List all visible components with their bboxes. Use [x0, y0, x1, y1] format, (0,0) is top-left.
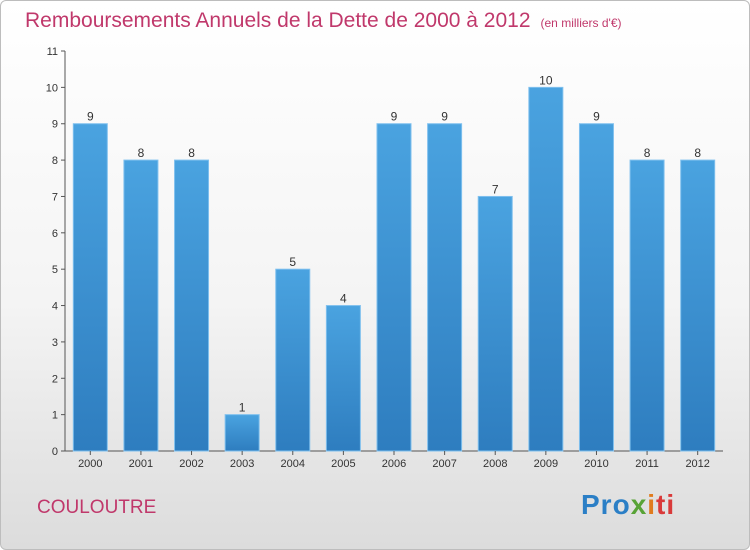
bar-value-label: 10: [539, 73, 553, 87]
bar: [275, 268, 311, 452]
bar-value-label: 8: [188, 146, 195, 160]
x-tick-label: 2002: [179, 458, 203, 470]
y-tick-label: 6: [52, 228, 58, 240]
y-tick-label: 11: [47, 46, 58, 58]
bar-value-label: 4: [340, 292, 347, 306]
y-tick-label: 2: [52, 373, 58, 385]
x-tick-label: 2005: [331, 458, 355, 470]
y-tick-label: 3: [52, 337, 58, 349]
x-tick-label: 2010: [584, 458, 608, 470]
x-tick-label: 2008: [483, 458, 507, 470]
y-tick-label: 7: [52, 191, 58, 203]
y-tick-label: 9: [52, 119, 58, 131]
bar-value-label: 7: [492, 182, 499, 196]
logo-part-2: x: [630, 489, 648, 520]
bar-value-label: 9: [87, 110, 94, 124]
y-tick-label: 10: [46, 82, 58, 94]
x-tick-label: 2000: [78, 458, 102, 470]
x-tick-label: 2001: [129, 458, 153, 470]
bar: [629, 159, 665, 452]
logo-part-1: Pro: [581, 489, 631, 520]
y-tick-label: 1: [52, 410, 58, 422]
chart-unit: (en milliers d'€): [540, 16, 622, 30]
chart-title: Remboursements Annuels de la Dette de 20…: [25, 9, 622, 33]
logo-part-4: ti: [656, 489, 676, 520]
bar-value-label: 5: [289, 255, 296, 269]
x-tick-label: 2006: [382, 458, 406, 470]
bar: [174, 159, 210, 452]
bar-value-label: 8: [644, 146, 651, 160]
y-tick-label: 4: [52, 301, 58, 313]
bar: [325, 305, 361, 452]
x-tick-label: 2011: [635, 458, 659, 470]
y-tick-label: 0: [52, 446, 58, 458]
commune-name: COULOUTRE: [37, 497, 157, 518]
bar: [224, 414, 260, 452]
x-tick-label: 2004: [281, 458, 305, 470]
bar: [72, 123, 108, 452]
bar: [427, 123, 463, 452]
y-tick-label: 8: [52, 155, 58, 167]
bar-value-label: 9: [391, 110, 398, 124]
bar-value-label: 1: [239, 401, 246, 415]
bar: [680, 159, 716, 452]
chart-title-text: Remboursements Annuels de la Dette de 20…: [25, 9, 531, 32]
bar-value-label: 9: [441, 110, 448, 124]
bar: [123, 159, 159, 452]
x-tick-label: 2009: [534, 458, 558, 470]
bar: [578, 123, 614, 452]
proxiti-logo: Proxiti: [581, 489, 675, 521]
x-tick-label: 2003: [230, 458, 254, 470]
logo-part-3: i: [647, 489, 657, 520]
bar-value-label: 8: [694, 146, 701, 160]
x-tick-label: 2007: [432, 458, 456, 470]
bar: [376, 123, 412, 452]
y-tick-label: 5: [52, 264, 58, 276]
bar: [477, 195, 513, 452]
bar-value-label: 8: [138, 146, 145, 160]
bar: [528, 86, 564, 452]
x-tick-label: 2012: [685, 458, 709, 470]
bar-value-label: 9: [593, 110, 600, 124]
